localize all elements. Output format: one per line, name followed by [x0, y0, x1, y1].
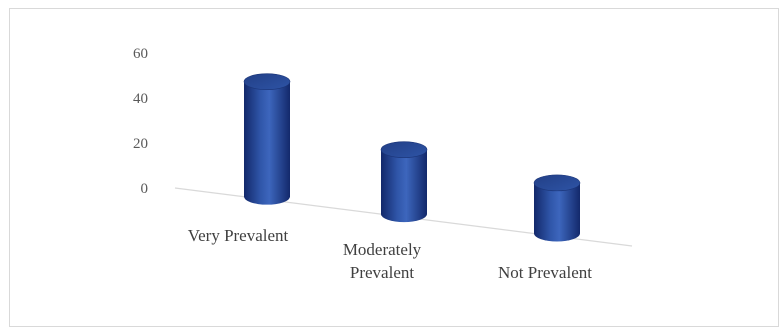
y-axis-ticks: 0 20 40 60 [133, 46, 148, 197]
y-tick-label: 60 [133, 46, 148, 62]
bar-series [243, 73, 581, 242]
bar-top [380, 141, 428, 158]
x-tick-label: Moderately Prevalent [343, 240, 422, 282]
y-tick-label: 20 [133, 136, 148, 152]
y-tick-label: 40 [133, 91, 148, 107]
bar [380, 141, 428, 223]
bar-body [381, 149, 427, 223]
x-axis-labels: Very Prevalent Moderately Prevalent Not Pre… [188, 226, 593, 282]
bar [533, 174, 581, 242]
bar-top [533, 174, 581, 192]
y-tick-label: 0 [141, 181, 149, 197]
x-tick-label: Very Prevalent [188, 226, 289, 245]
x-tick-label: Not Prevalent [498, 263, 592, 282]
bar-top [243, 73, 291, 90]
bar [243, 73, 291, 205]
bar-body [244, 81, 290, 205]
bar-body [534, 182, 580, 242]
